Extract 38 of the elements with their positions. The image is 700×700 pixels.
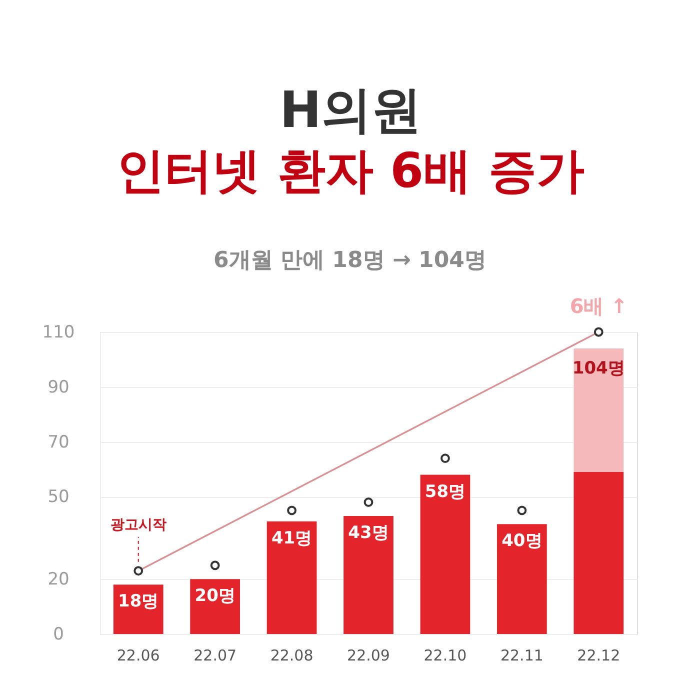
y-tick-label: 50	[48, 487, 70, 508]
x-tick-label: 22.10	[424, 646, 467, 664]
chart-subtitle: 인터넷 환자 6배 증가	[116, 143, 584, 199]
point	[210, 560, 220, 570]
bar	[420, 474, 470, 634]
chart-title: H의원	[280, 81, 422, 139]
x-tick-label: 22.08	[270, 646, 314, 664]
point	[287, 506, 296, 516]
bar	[266, 521, 317, 634]
point	[134, 566, 144, 576]
y-tick-label: 110	[42, 322, 75, 342]
y-tick-label: 0	[53, 624, 64, 644]
bar	[496, 524, 547, 634]
y-tick-label: 70	[48, 432, 70, 452]
bar	[344, 516, 394, 634]
bar	[574, 348, 624, 472]
data-label: 18명	[118, 592, 159, 612]
x-tick-label: 22.12	[577, 646, 620, 664]
bar	[574, 472, 624, 634]
annotation: 광고시작	[110, 516, 166, 533]
data-label: 58명	[424, 482, 466, 502]
y-tick-label: 90	[48, 377, 70, 398]
x-tick-label: 22.11	[500, 646, 544, 664]
text: 6개월 만에 18명 → 104명	[214, 248, 486, 273]
point	[364, 498, 374, 507]
data-label: 43명	[348, 522, 389, 543]
total-label: 104명	[572, 358, 625, 378]
x-tick-label: 22.06	[116, 646, 160, 664]
point	[440, 454, 450, 463]
annotation: 6배 ↑	[570, 294, 628, 318]
data-label: 20명	[194, 586, 236, 606]
point	[594, 327, 604, 337]
data-label: 40명	[502, 531, 542, 552]
x-tick-label: 22.07	[194, 646, 237, 664]
data-label: 41명	[271, 528, 312, 548]
point	[517, 506, 527, 516]
x-tick-label: 22.09	[347, 646, 390, 664]
y-tick-label: 20	[48, 570, 70, 590]
